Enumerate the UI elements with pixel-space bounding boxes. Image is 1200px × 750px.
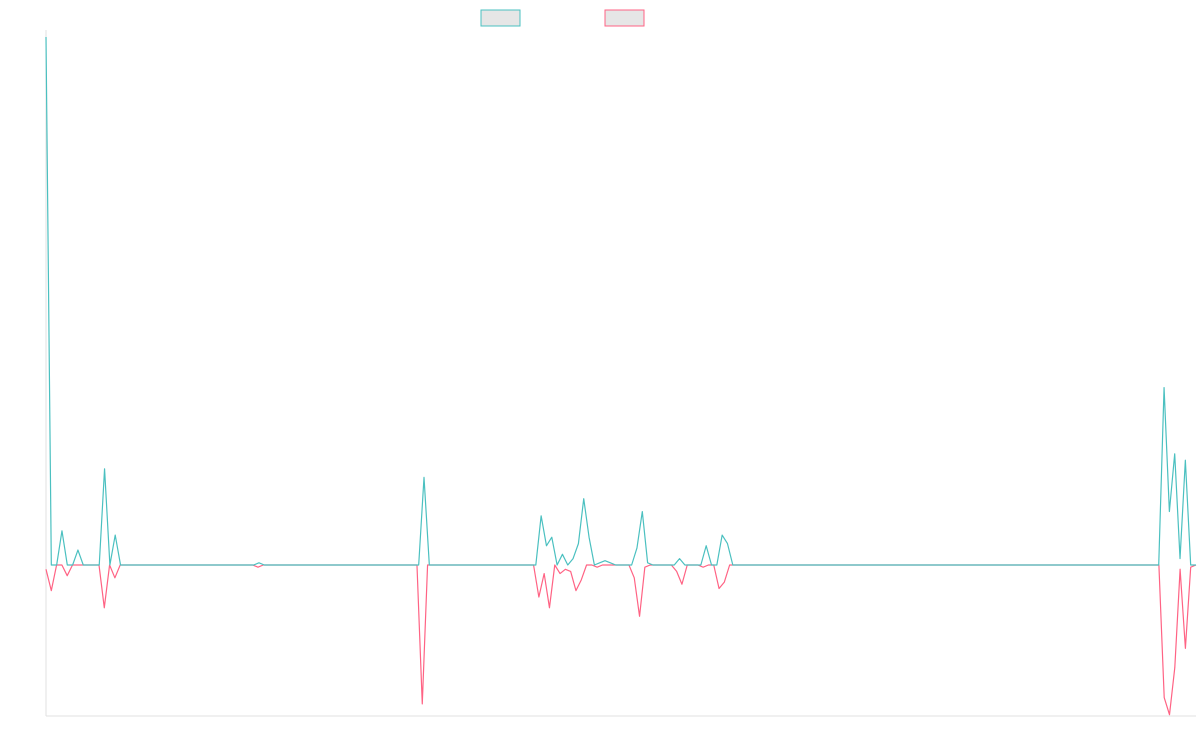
legend-swatch-2[interactable] [604, 9, 645, 27]
series-layer [45, 36, 1197, 716]
series-line-1 [45, 36, 1196, 566]
legend[interactable] [480, 9, 645, 27]
legend-swatch-1[interactable] [480, 9, 521, 27]
series-line-2 [45, 564, 1197, 716]
series-1 [45, 36, 1196, 566]
series-2 [45, 564, 1197, 716]
